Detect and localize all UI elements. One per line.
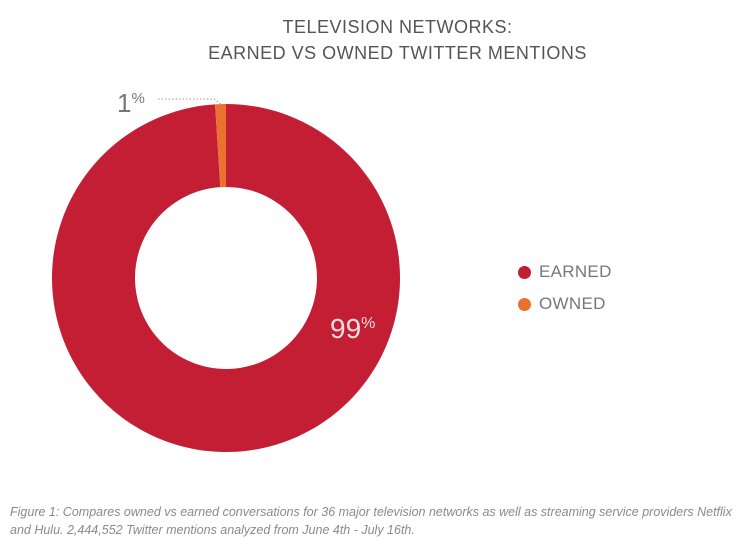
owned-slice-value: 1 xyxy=(117,88,131,118)
legend-item-owned: OWNED xyxy=(518,288,612,320)
chart-title-line-2: EARNED VS OWNED TWITTER MENTIONS xyxy=(208,43,587,63)
donut-slice-owned xyxy=(215,104,226,188)
earned-slice-value: 99 xyxy=(330,313,361,344)
donut-slice-earned xyxy=(52,104,401,452)
earned-slice-unit: % xyxy=(361,315,375,332)
owned-slice-unit: % xyxy=(131,90,144,107)
owned-leader-line xyxy=(158,98,221,105)
legend-label-owned: OWNED xyxy=(539,294,606,313)
legend-item-earned: EARNED xyxy=(518,256,612,288)
legend-swatch-owned xyxy=(518,297,531,311)
donut-slices xyxy=(52,104,401,452)
chart-title-line-1: TELEVISION NETWORKS: xyxy=(282,17,513,37)
figure-caption: Figure 1: Compares owned vs earned conve… xyxy=(10,505,732,537)
legend-swatch-earned xyxy=(518,265,531,279)
chart-title: TELEVISION NETWORKS: EARNED VS OWNED TWI… xyxy=(0,14,755,66)
owned-slice-label: 1% xyxy=(117,88,145,118)
legend-label-earned: EARNED xyxy=(539,262,612,281)
chart-legend: EARNED OWNED xyxy=(518,256,612,320)
earned-slice-label: 99% xyxy=(330,313,375,344)
